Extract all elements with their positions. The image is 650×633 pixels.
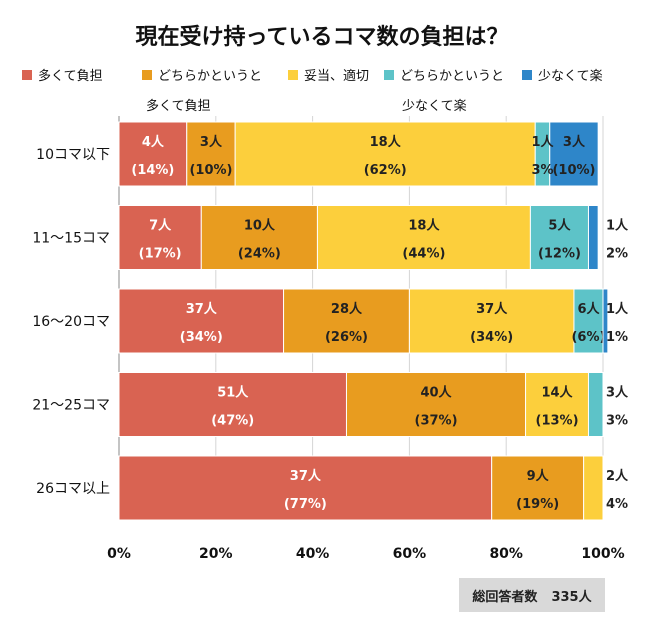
bar-percent-label: (26%) bbox=[325, 330, 368, 345]
bar-percent-label: (19%) bbox=[516, 497, 559, 512]
bar-segment bbox=[118, 121, 188, 187]
bar-segment bbox=[587, 372, 604, 437]
x-tick-label: 60% bbox=[393, 546, 427, 562]
x-tick-label: 80% bbox=[489, 546, 523, 562]
legend-label-5: 少なくて楽 bbox=[538, 68, 603, 84]
bar-segment bbox=[525, 372, 589, 437]
row-label: 16〜20コマ bbox=[32, 314, 110, 330]
bar-percent-label: (10%) bbox=[552, 163, 595, 178]
bar-percent-label: (17%) bbox=[139, 247, 182, 262]
bar-percent-label: (24%) bbox=[238, 247, 281, 262]
bar-count-label: 1人 bbox=[531, 134, 554, 150]
bar-count-label: 9人 bbox=[527, 468, 550, 484]
bar-count-label: 18人 bbox=[408, 218, 440, 234]
bar-count-label: 1人 bbox=[606, 301, 629, 317]
legend: 多くて負担 どちらかというと 妥当、適切 どちらかというと 少なくて楽 bbox=[22, 68, 603, 84]
bar-count-label: 3人 bbox=[200, 134, 223, 150]
bar-count-label: 37人 bbox=[476, 301, 508, 317]
legend-swatch-3 bbox=[288, 70, 298, 80]
bar-percent-label: (44%) bbox=[402, 247, 445, 262]
bar-percent-label: (62%) bbox=[364, 163, 407, 178]
bar-percent-label: (34%) bbox=[180, 330, 223, 345]
bar-percent-label: (12%) bbox=[538, 247, 581, 262]
bar-percent-label: (14%) bbox=[131, 163, 174, 178]
bar-segment bbox=[316, 205, 531, 270]
bar-percent-label: 4% bbox=[606, 497, 628, 512]
bar-count-label: 37人 bbox=[290, 468, 322, 484]
bar-segment bbox=[587, 205, 599, 270]
legend-label-3: 妥当、適切 bbox=[304, 68, 369, 84]
bar-count-label: 3人 bbox=[563, 134, 586, 150]
scale-left-label: 多くて負担 bbox=[146, 98, 211, 114]
total-respondents-label: 総回答者数 bbox=[472, 589, 538, 605]
bars: 4人 (14%) 3人 (10%) 18人 (62%) 3人 (10%) 1人 3% 7人 (17%)… bbox=[118, 121, 629, 521]
bar-count-label: 37人 bbox=[186, 301, 218, 317]
bar-count-label: 2人 bbox=[606, 468, 629, 484]
bar-percent-label: (10%) bbox=[189, 163, 232, 178]
bar-percent-label: 2% bbox=[606, 247, 628, 262]
scale-right-label: 少なくて楽 bbox=[402, 98, 467, 114]
bar-percent-label: (13%) bbox=[536, 414, 579, 429]
total-respondents-value: 335人 bbox=[551, 589, 592, 605]
row-label: 11〜15コマ bbox=[32, 231, 110, 247]
bar-percent-label: (37%) bbox=[415, 414, 458, 429]
x-tick-label: 40% bbox=[296, 546, 330, 562]
bar-count-label: 28人 bbox=[331, 301, 363, 317]
legend-swatch-5 bbox=[522, 70, 532, 80]
row-label: 10コマ以下 bbox=[36, 147, 110, 163]
row-label: 26コマ以上 bbox=[36, 481, 110, 497]
bar-segment bbox=[118, 455, 493, 521]
x-tick-label: 100% bbox=[581, 546, 624, 562]
bar-count-label: 14人 bbox=[541, 385, 573, 401]
bar-segment bbox=[200, 205, 318, 270]
row-labels: 10コマ以下 11〜15コマ 16〜20コマ 21〜25コマ 26コマ以上 bbox=[32, 147, 110, 497]
legend-swatch-1 bbox=[22, 70, 32, 80]
bar-segment bbox=[583, 455, 604, 521]
bar-segment bbox=[602, 288, 609, 354]
legend-swatch-4 bbox=[384, 70, 394, 80]
bar-count-label: 3人 bbox=[606, 385, 629, 401]
total-respondents-box: 総回答者数 335人 bbox=[459, 578, 605, 612]
bar-segment bbox=[118, 288, 285, 354]
bar-count-label: 7人 bbox=[149, 218, 172, 234]
x-tick-label: 20% bbox=[199, 546, 233, 562]
bar-count-label: 6人 bbox=[577, 301, 600, 317]
bar-count-label: 5人 bbox=[548, 218, 571, 234]
row-label: 21〜25コマ bbox=[32, 398, 110, 414]
bar-segment bbox=[234, 121, 536, 187]
bar-segment bbox=[118, 372, 347, 437]
bar-percent-label: (77%) bbox=[284, 497, 327, 512]
legend-label-2: どちらかというと bbox=[158, 69, 262, 84]
bar-count-label: 51人 bbox=[217, 385, 249, 401]
bar-segment bbox=[283, 288, 410, 354]
bar-count-label: 40人 bbox=[420, 385, 452, 401]
bar-percent-label: (34%) bbox=[470, 330, 513, 345]
bar-segment bbox=[529, 205, 589, 270]
bar-segment bbox=[549, 121, 599, 187]
bar-percent-label: (47%) bbox=[211, 414, 254, 429]
x-axis-ticks: 0% 20% 40% 60% 80% 100% bbox=[107, 546, 625, 562]
bar-count-label: 10人 bbox=[244, 218, 276, 234]
bar-percent-label: (6%) bbox=[571, 330, 605, 345]
legend-swatch-2 bbox=[142, 70, 152, 80]
bar-segment bbox=[345, 372, 527, 437]
bar-percent-label: 3% bbox=[531, 163, 553, 178]
bar-count-label: 1人 bbox=[606, 218, 629, 234]
chart-title: 現在受け持っているコマ数の負担は？ bbox=[136, 24, 509, 50]
x-tick-label: 0% bbox=[107, 546, 131, 562]
legend-label-1: 多くて負担 bbox=[38, 68, 103, 84]
bar-count-label: 18人 bbox=[370, 134, 402, 150]
legend-label-4: どちらかというと bbox=[400, 69, 504, 84]
bar-segment bbox=[408, 288, 575, 354]
bar-count-label: 4人 bbox=[142, 134, 165, 150]
bar-percent-label: 3% bbox=[606, 414, 628, 429]
bar-segment bbox=[118, 205, 202, 270]
bar-percent-label: 1% bbox=[606, 330, 628, 345]
